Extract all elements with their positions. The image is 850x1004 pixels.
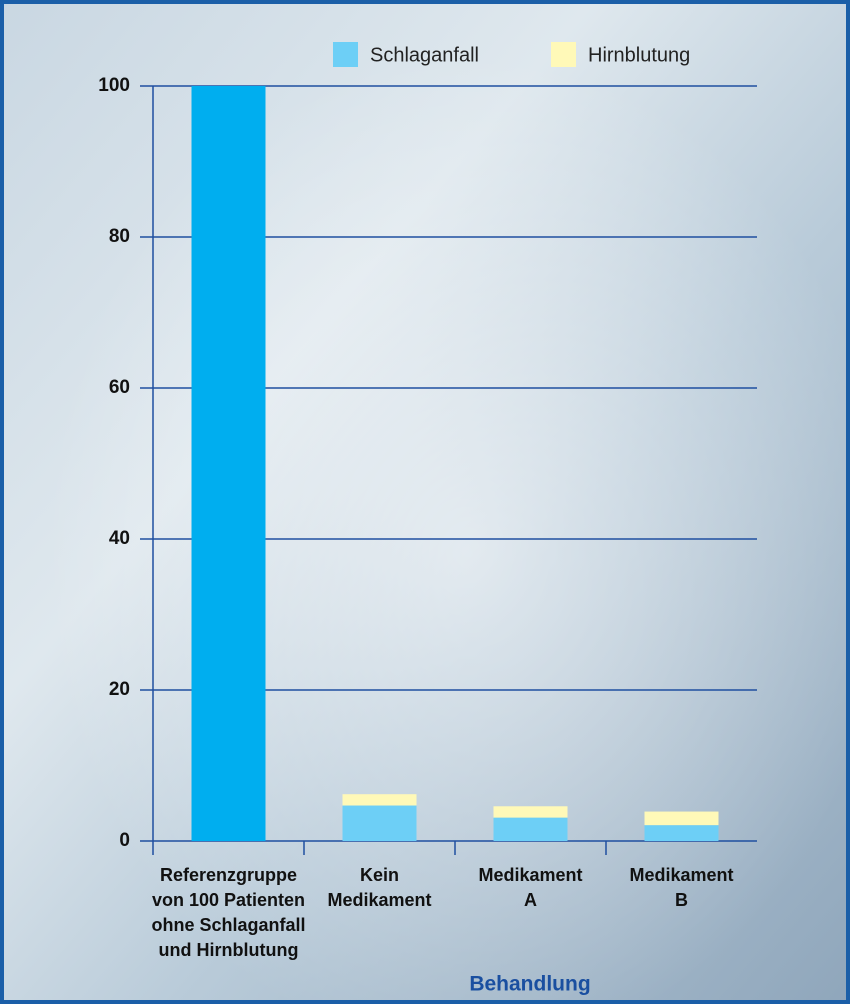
x-tick-label: Kein [360, 865, 399, 885]
x-tick-label: und Hirnblutung [159, 940, 299, 960]
bar-segment [342, 805, 417, 841]
x-tick-label: von 100 Patienten [152, 890, 305, 910]
y-tick-label: 60 [109, 377, 130, 398]
bar-segment [342, 794, 417, 806]
bar-segment [644, 811, 719, 826]
y-tick-label: 80 [109, 226, 130, 247]
y-tick-label: 100 [98, 75, 130, 96]
legend-swatch [551, 42, 576, 67]
x-tick-label: B [675, 890, 688, 910]
y-tick-label: 0 [119, 830, 130, 851]
x-tick-label: Medikament [327, 890, 431, 910]
x-tick-label: A [524, 890, 537, 910]
y-tick-label: 20 [109, 679, 130, 700]
x-tick-label: ohne Schlaganfall [151, 915, 305, 935]
legend-swatch [333, 42, 358, 67]
bar-segment [493, 817, 568, 841]
x-axis-label: Behandlung [469, 973, 590, 996]
x-tick-label: Medikament [629, 865, 733, 885]
bar-segment [644, 825, 719, 841]
y-tick-label: 40 [109, 528, 130, 549]
x-tick-label: Referenzgruppe [160, 865, 297, 885]
bar-segment [493, 806, 568, 818]
legend-label: Schlaganfall [370, 44, 479, 66]
x-tick-label: Medikament [478, 865, 582, 885]
legend-label: Hirnblutung [588, 44, 690, 66]
bar-segment [191, 86, 266, 841]
